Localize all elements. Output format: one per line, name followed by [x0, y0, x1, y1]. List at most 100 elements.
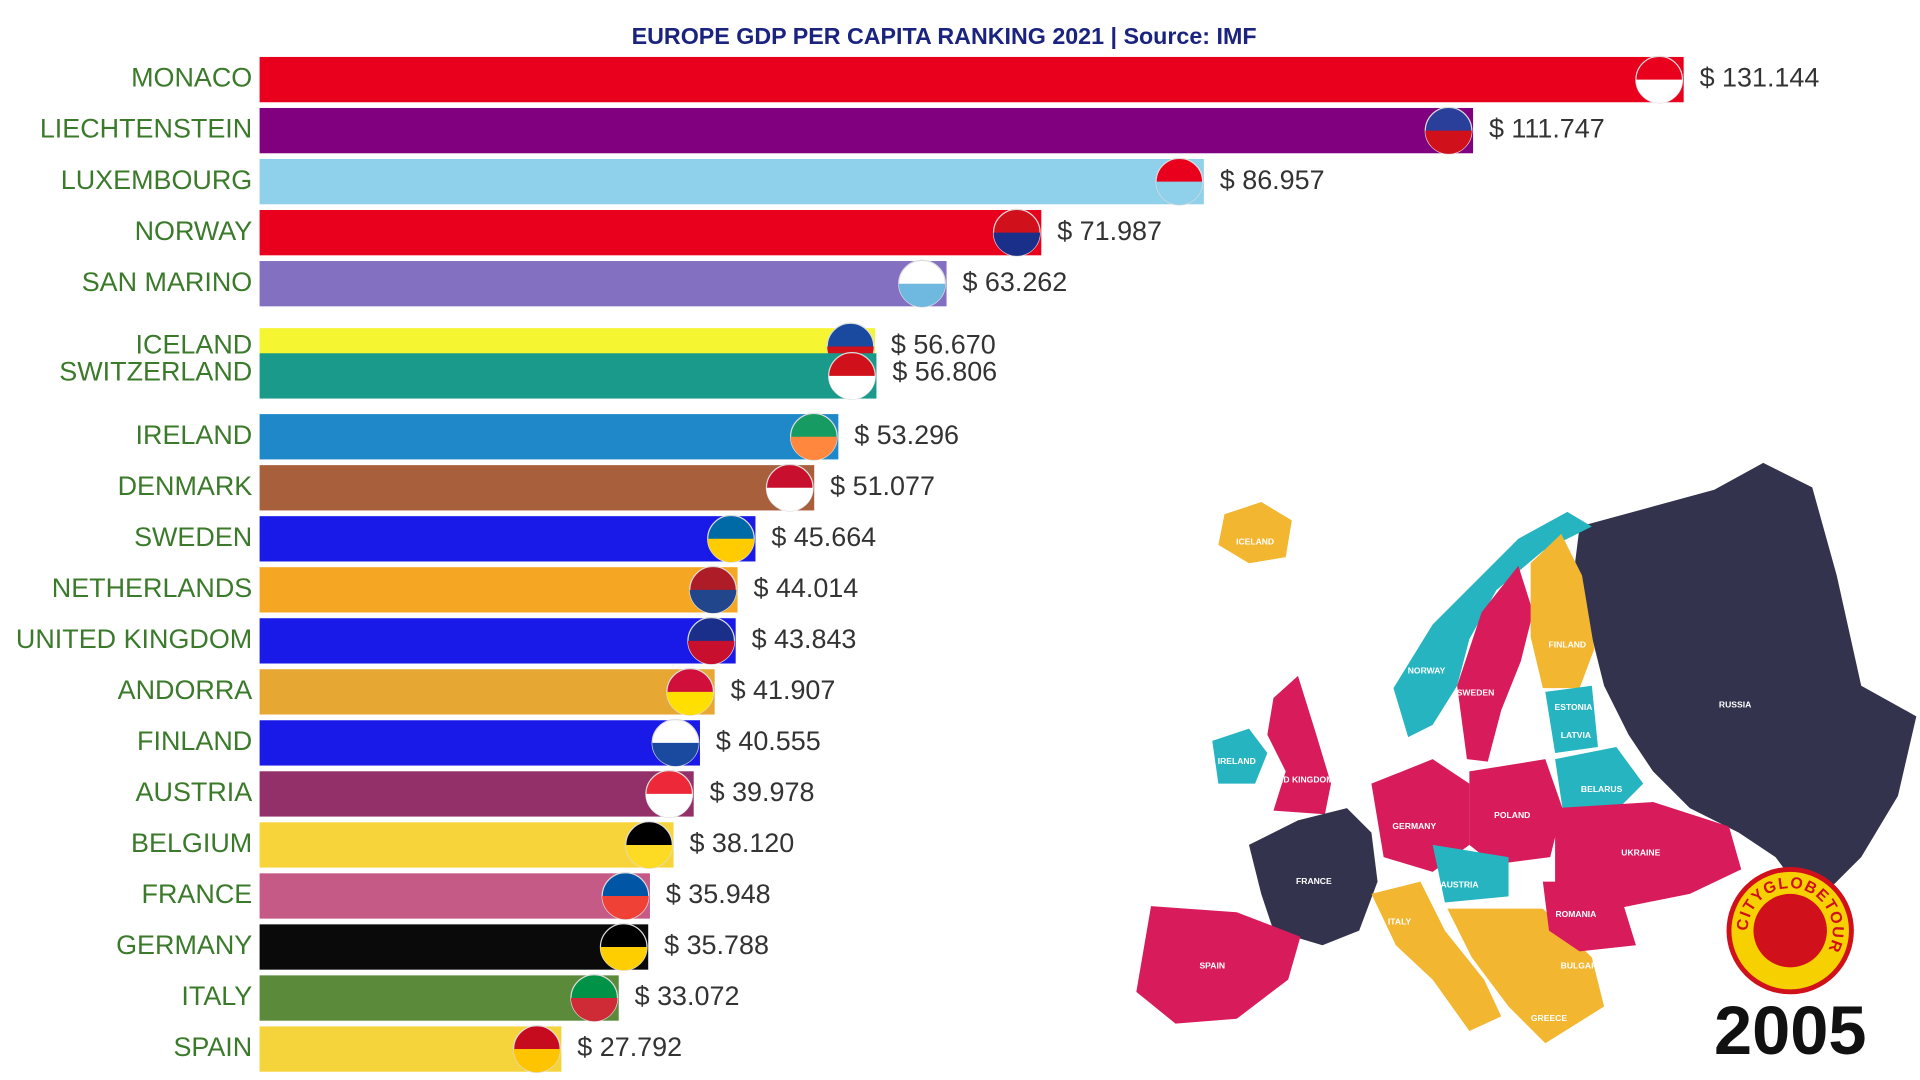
flag-stripe [790, 436, 838, 461]
category-label: SWITZERLAND [59, 357, 252, 387]
map-label: NORWAY [1408, 665, 1446, 675]
flag [645, 770, 694, 818]
bar [259, 107, 1474, 154]
map-label: GREECE [1531, 1013, 1567, 1023]
flag-stripe [570, 998, 618, 1022]
bar [259, 516, 756, 562]
logo: CITYGLOBETOUR [1726, 866, 1854, 995]
category-label: IRELAND [136, 420, 253, 450]
bar [259, 924, 649, 970]
map-region [1555, 746, 1644, 809]
category-label: ITALY [181, 981, 252, 1011]
flag [789, 412, 838, 461]
value-label: $ 38.120 [689, 828, 794, 858]
value-label: $ 43.843 [752, 624, 857, 654]
map-region [1432, 844, 1509, 903]
value-label: $ 53.296 [854, 420, 959, 450]
map-label: SWEDEN [1457, 687, 1495, 697]
map-region [1457, 565, 1534, 762]
flag [625, 821, 673, 869]
bar [259, 975, 619, 1021]
flag-stripe [898, 283, 946, 307]
map-region [1136, 906, 1301, 1024]
category-label: AUSTRIA [136, 777, 253, 807]
category-label: ANDORRA [118, 675, 253, 705]
flag-stripe [602, 895, 649, 920]
category-label: ICELAND [136, 330, 253, 360]
flag-stripe [645, 793, 693, 818]
map-region [1573, 462, 1917, 907]
flag-stripe [600, 947, 647, 971]
value-label: $ 56.806 [892, 357, 997, 387]
flag-stripe [993, 232, 1041, 256]
bar [259, 210, 1042, 256]
category-label: SPAIN [173, 1032, 252, 1062]
value-label: $ 44.014 [753, 573, 858, 603]
value-label: $ 111.747 [1489, 114, 1605, 144]
flag [828, 352, 876, 400]
flag [1635, 55, 1684, 104]
category-label: NORWAY [135, 216, 253, 246]
map-label: UKRAINE [1621, 848, 1660, 858]
category-label: LIECHTENSTEIN [40, 114, 252, 144]
map-label: ICELAND [1236, 537, 1274, 547]
map-region [1371, 881, 1502, 1032]
flag [992, 208, 1041, 257]
map-region [1212, 728, 1268, 784]
map-region [1545, 685, 1598, 754]
year-label: 2005 [1714, 992, 1867, 1069]
bar [259, 618, 736, 664]
map-label: LATVIA [1561, 730, 1591, 740]
map-label: POLAND [1494, 810, 1530, 820]
flag [651, 719, 700, 767]
flag-stripe [625, 844, 673, 869]
value-label: $ 40.555 [716, 726, 821, 756]
category-label: BELGIUM [131, 828, 252, 858]
bar [259, 1026, 562, 1072]
map-region [1542, 881, 1636, 952]
category-label: DENMARK [118, 471, 253, 501]
value-label: $ 86.957 [1220, 165, 1325, 195]
value-label: $ 63.262 [962, 267, 1067, 297]
value-label: $ 33.072 [635, 981, 740, 1011]
flag [707, 514, 755, 563]
flag [1424, 106, 1473, 155]
category-label: FRANCE [142, 879, 253, 909]
bar [259, 720, 700, 766]
map-region [1447, 908, 1605, 1044]
map-label: IRELAND [1218, 756, 1256, 766]
flag-stripe [513, 1049, 561, 1073]
value-label: $ 131.144 [1700, 63, 1820, 93]
value-label: $ 56.670 [891, 330, 996, 360]
category-label: LUXEMBOURG [61, 165, 252, 195]
value-label: $ 51.077 [830, 471, 935, 501]
logo-globe [1753, 893, 1827, 968]
flag-stripe [828, 375, 876, 400]
bar [259, 873, 650, 919]
map-label: LUXEMBOURG [1328, 744, 1390, 754]
map-region [1469, 759, 1563, 865]
flag-stripe [1425, 130, 1472, 154]
map-label: RUSSIA [1719, 700, 1751, 710]
bar [259, 158, 1204, 205]
flag-stripe [766, 487, 814, 512]
flag-stripe [1156, 181, 1203, 205]
flag [687, 616, 736, 665]
map-label: AUSTRIA [1441, 880, 1479, 890]
bar [259, 56, 1684, 103]
map-label: MOLDOVA [1668, 949, 1711, 959]
value-label: $ 27.792 [577, 1032, 682, 1062]
category-label: GERMANY [116, 930, 252, 960]
flag [666, 668, 715, 716]
bar [259, 465, 815, 511]
flag-stripe [1635, 79, 1683, 103]
flag [689, 565, 737, 614]
flag-stripe [666, 691, 714, 716]
flag [898, 259, 946, 308]
bar [259, 353, 877, 399]
map-region [1218, 502, 1292, 564]
bar [259, 771, 694, 817]
flag-stripe [687, 640, 735, 665]
value-label: $ 71.987 [1057, 216, 1162, 246]
